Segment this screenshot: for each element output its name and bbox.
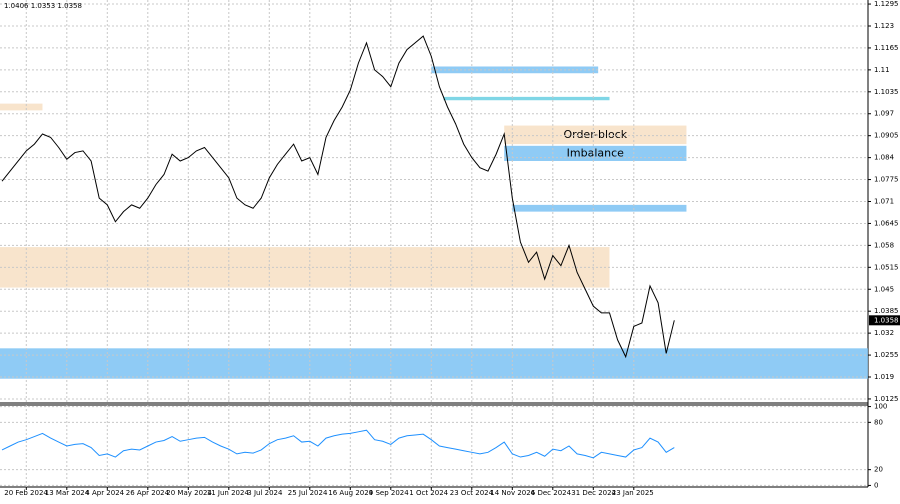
x-tick-label: 16 Aug 2024: [328, 489, 373, 497]
zone: [443, 96, 610, 101]
y-tick-label: 1.071: [874, 198, 894, 206]
x-tick-label: 9 Sep 2024: [369, 489, 409, 497]
y-tick-label: 1.11: [874, 66, 890, 74]
zone: [512, 204, 687, 212]
y-tick-label: 1.084: [874, 154, 895, 162]
x-tick-label: 23 Oct 2024: [450, 489, 494, 497]
zones: Order-block Imbalance: [0, 66, 868, 379]
zone-label: Imbalance: [567, 146, 624, 159]
x-tick-label: 20 Feb 2024: [4, 489, 48, 497]
zone: [0, 348, 868, 379]
price-line: [1, 429, 675, 459]
y-tick-label: 1.0905: [874, 132, 899, 140]
x-tick-label: 20 May 2024: [166, 489, 212, 497]
y-tick-label: 1.0125: [874, 395, 899, 403]
y-tick-label: 1.019: [874, 373, 894, 381]
y-tick-label: 1.1165: [874, 44, 899, 52]
y-tick-label: 1.045: [874, 285, 894, 293]
x-tick-label: 1 Oct 2024: [409, 489, 448, 497]
y-tick-label: 1.1295: [874, 0, 899, 8]
zone: [504, 125, 687, 145]
x-tick-label: 6 Dec 2024: [531, 489, 572, 497]
y-tick-label: 0: [874, 481, 878, 489]
x-tick-label: 25 Jul 2024: [288, 489, 328, 497]
marks: 1.0358: [1, 35, 900, 459]
y-tick-label: 20: [874, 466, 883, 474]
y-tick-label: 1.097: [874, 110, 894, 118]
y-tick-label: 100: [874, 403, 887, 411]
zone-label: Order-block: [563, 128, 627, 141]
y-tick-label: 1.0645: [874, 219, 899, 227]
y-tick-label: 1.032: [874, 329, 894, 337]
ohlc-text: 1.0406 1.0353 1.0358: [4, 2, 82, 10]
x-tick-label: 3 Jul 2024: [247, 489, 283, 497]
x-tick-label: 11 Jun 2024: [207, 489, 250, 497]
x-tick-label: 31 Dec 2024: [571, 489, 616, 497]
current-price-box: [869, 315, 900, 326]
y-tick-label: 80: [874, 418, 883, 426]
x-tick-label: 13 Mar 2024: [45, 489, 90, 497]
zone: [431, 66, 599, 74]
current-price-label: 1.0358: [874, 316, 899, 324]
y-tick-label: 1.0775: [874, 176, 899, 184]
x-tick-label: 4 Apr 2024: [85, 489, 124, 497]
x-tick-label: 23 Jan 2025: [612, 489, 654, 497]
price-line: [1, 35, 675, 359]
y-tick-label: 1.0255: [874, 351, 899, 359]
y-tick-label: 1.058: [874, 241, 894, 249]
y-tick-label: 1.0515: [874, 263, 899, 271]
y-tick-label: 1.0385: [874, 307, 899, 315]
y-tick-label: 1.123: [874, 22, 894, 30]
zone: [0, 103, 43, 111]
x-tick-label: 14 Nov 2024: [490, 489, 535, 497]
x-tick-label: 26 Apr 2024: [126, 489, 170, 497]
y-tick-label: 1.1035: [874, 88, 899, 96]
